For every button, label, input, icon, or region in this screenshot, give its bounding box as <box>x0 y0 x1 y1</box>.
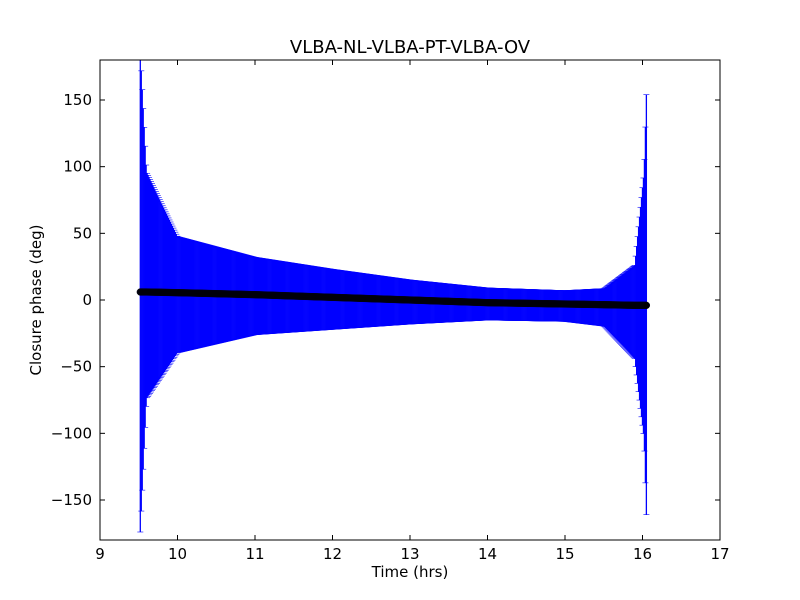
x-tick-label: 14 <box>478 545 497 563</box>
y-tick-label: 50 <box>73 224 92 242</box>
y-tick-label: −100 <box>51 424 92 442</box>
axes: 9 10 11 12 13 14 15 16 17 −150 −100 −50 0 50 100 150 <box>51 60 730 563</box>
y-tick-label: 0 <box>82 291 92 309</box>
x-tick-label: 10 <box>168 545 187 563</box>
x-tick-label: 17 <box>710 545 729 563</box>
y-tick-label: −50 <box>60 358 92 376</box>
x-tick-label: 11 <box>245 545 264 563</box>
y-tick-label: −150 <box>51 491 92 509</box>
x-tick-label: 9 <box>95 545 105 563</box>
x-tick-label: 13 <box>400 545 419 563</box>
data-point <box>642 301 651 309</box>
y-tick-label: 100 <box>63 158 92 176</box>
x-axis-label: Time (hrs) <box>371 563 449 581</box>
x-tick-label: 15 <box>555 545 574 563</box>
y-tick-label: 150 <box>63 91 92 109</box>
y-axis-label: Closure phase (deg) <box>27 225 45 376</box>
x-tick-label: 16 <box>633 545 652 563</box>
chart-title: VLBA-NL-VLBA-PT-VLBA-OV <box>290 37 531 58</box>
x-tick-label: 12 <box>323 545 342 563</box>
plot-content <box>136 60 651 533</box>
